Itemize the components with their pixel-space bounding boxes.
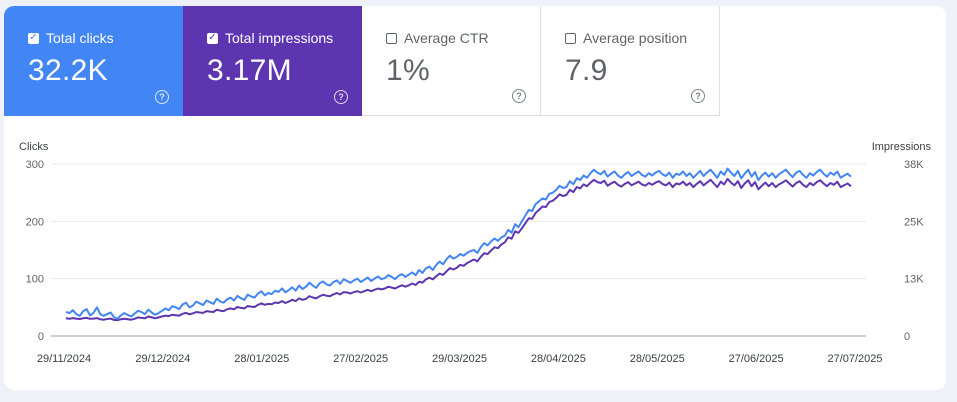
total-impressions-value: 3.17M [207,54,292,87]
right-axis-tick: 38K [904,159,924,171]
total-clicks-header: ✓ Total clicks [28,30,183,46]
average-position-checkbox[interactable] [565,32,576,44]
help-icon[interactable]: ? [155,90,169,104]
left-axis-tick: 0 [38,331,44,343]
average-ctr-header: Average CTR [386,30,540,46]
impressions-series-line [65,177,852,322]
total-impressions-label: Total impressions [225,30,334,46]
total-impressions-checkbox[interactable]: ✓ [207,32,218,44]
average-position-header: Average position [565,30,719,46]
average-position-value: 7.9 [565,54,608,87]
total-impressions-header: ✓ Total impressions [207,30,362,46]
right-axis-tick: 0 [904,331,910,343]
x-axis-tick: 27/06/2025 [729,353,784,365]
right-axis-tick: 13K [904,274,924,286]
average-ctr-tile[interactable]: Average CTR 1% ? [362,6,541,116]
total-impressions-tile[interactable]: ✓ Total impressions 3.17M ? [183,6,362,116]
help-icon[interactable]: ? [512,89,526,103]
total-clicks-label: Total clicks [46,30,114,46]
left-axis-tick: 100 [26,274,44,286]
average-position-label: Average position [583,30,688,46]
x-axis-tick: 27/07/2025 [827,353,882,365]
total-clicks-value: 32.2K [28,54,108,87]
help-icon[interactable]: ? [334,90,348,104]
performance-card: ✓ Total clicks 32.2K ? ✓ Total impressio… [4,6,946,390]
clicks-series-line [65,167,852,320]
help-icon[interactable]: ? [691,89,705,103]
average-ctr-checkbox[interactable] [386,32,397,44]
x-axis-tick: 29/11/2024 [37,353,91,365]
left-axis-tick: 300 [26,159,44,171]
right-axis-title: Impressions [872,141,932,153]
average-ctr-value: 1% [386,54,430,87]
total-clicks-tile[interactable]: ✓ Total clicks 32.2K ? [4,6,183,116]
performance-chart: 0 0 100 13K 200 25K 300 38K Clicks Impressions 29/… [19,141,932,365]
average-ctr-label: Average CTR [404,30,489,46]
x-axis-tick: 29/12/2024 [135,353,190,365]
left-axis-tick: 200 [26,216,44,228]
metric-tiles: ✓ Total clicks 32.2K ? ✓ Total impressio… [4,6,724,116]
x-axis-tick: 28/04/2025 [531,353,586,365]
x-axis-tick: 28/05/2025 [630,353,685,365]
average-position-tile[interactable]: Average position 7.9 ? [541,6,720,116]
x-axis-tick: 27/02/2025 [333,353,388,365]
x-axis-tick: 29/03/2025 [432,353,487,365]
left-axis-title: Clicks [19,141,49,153]
total-clicks-checkbox[interactable]: ✓ [28,32,39,44]
x-axis-tick: 28/01/2025 [234,353,289,365]
right-axis-tick: 25K [904,216,924,228]
